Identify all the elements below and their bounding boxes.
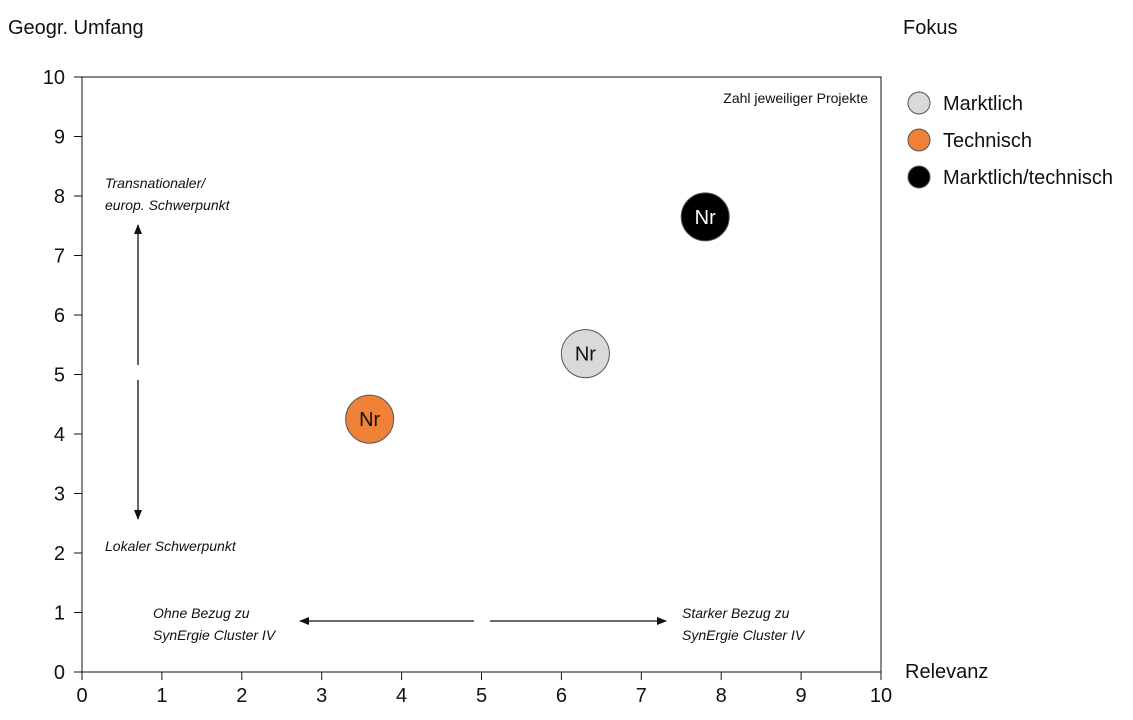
y-tick-label: 9	[54, 127, 65, 149]
x-tick-label: 7	[636, 685, 647, 707]
y-tick-label: 10	[43, 67, 65, 89]
x-tick-label: 2	[236, 685, 247, 707]
legend-label: Marktlich	[943, 93, 1023, 115]
x-tick-label: 6	[556, 685, 567, 707]
y-axis-title: Geogr. Umfang	[8, 17, 144, 39]
x-tick-label: 1	[156, 685, 167, 707]
y-tick-label: 8	[54, 186, 65, 208]
x-tick-label: 10	[870, 685, 892, 707]
bubble-label: Nr	[575, 344, 596, 366]
y-tick-label: 4	[54, 424, 65, 446]
y-tick-label: 3	[54, 484, 65, 506]
x-axis-ticks: 0 1 2 3 4 5 6 7 8 9 10	[76, 672, 892, 707]
bubble-label: Nr	[359, 409, 380, 431]
legend-label: Technisch	[943, 130, 1032, 152]
plot-frame	[81, 76, 882, 673]
annotation-y-top: Transnationaler/ europ. Schwerpunkt	[105, 175, 231, 213]
x-tick-label: 5	[476, 685, 487, 707]
bubble	[345, 394, 395, 444]
legend-marker	[907, 165, 931, 189]
annotation-x-left: Ohne Bezug zu SynErgie Cluster IV	[153, 605, 277, 643]
y-axis-ticks: 0 1 2 3 4 5 6 7 8 9 10	[43, 67, 82, 684]
legend-marker	[907, 128, 931, 152]
y-tick-label: 0	[54, 662, 65, 684]
y-tick-label: 7	[54, 246, 65, 268]
y-tick-label: 1	[54, 603, 65, 625]
y-tick-label: 2	[54, 543, 65, 565]
x-tick-label: 3	[316, 685, 327, 707]
x-tick-label: 9	[796, 685, 807, 707]
y-tick-label: 6	[54, 305, 65, 327]
bubble	[680, 192, 730, 242]
legend-title: Fokus	[903, 17, 957, 39]
legend: Marktlich Technisch Marktlich/technisch	[907, 91, 1113, 189]
legend-marker	[907, 91, 931, 115]
y-tick-label: 5	[54, 365, 65, 387]
bubble-label: Nr	[695, 207, 716, 229]
x-tick-label: 0	[76, 685, 87, 707]
data-points: Nr Nr Nr	[345, 192, 730, 444]
x-axis-title: Relevanz	[905, 661, 988, 683]
annotation-y-bottom: Lokaler Schwerpunkt	[105, 538, 237, 554]
x-tick-label: 8	[716, 685, 727, 707]
bubble	[560, 329, 610, 379]
legend-label: Marktlich/technisch	[943, 167, 1113, 189]
x-tick-label: 4	[396, 685, 407, 707]
plot-note: Zahl jeweiliger Projekte	[723, 90, 868, 106]
annotation-x-right: Starker Bezug zu SynErgie Cluster IV	[682, 605, 806, 643]
